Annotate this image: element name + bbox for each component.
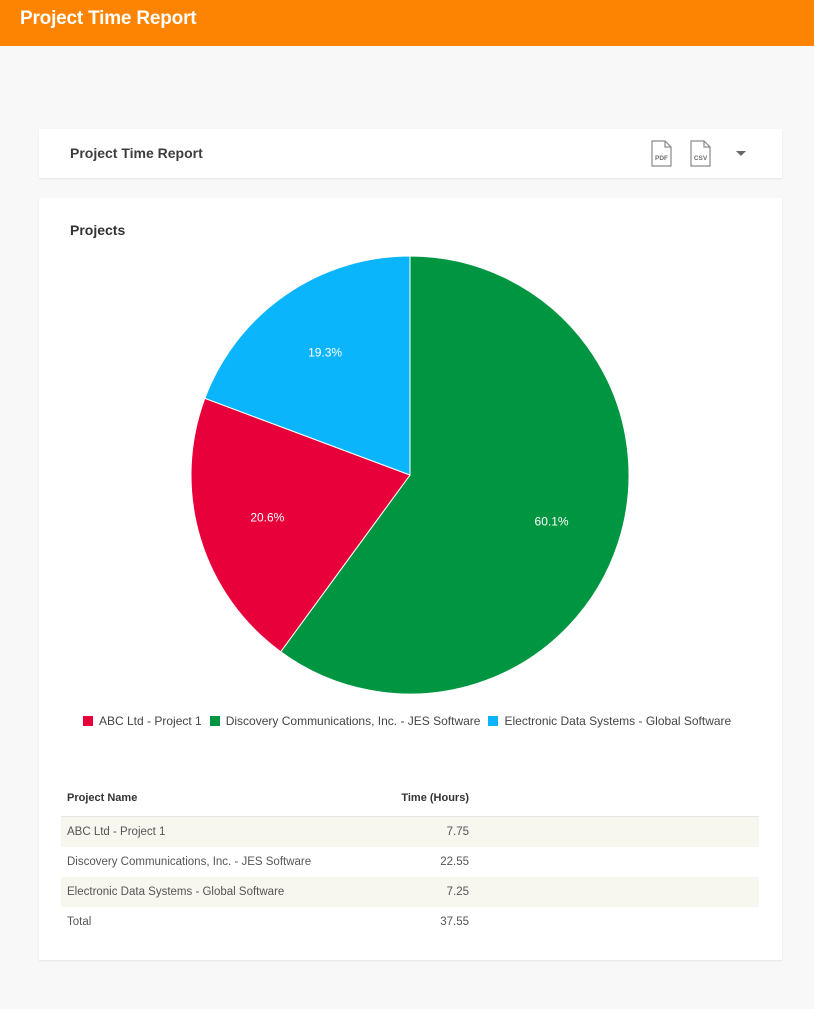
legend-item-abc[interactable]: ABC Ltd - Project 1 xyxy=(83,714,202,728)
projects-pie-chart: 60.1% 20.6% 19.3% xyxy=(190,255,630,695)
pie-slice[interactable] xyxy=(190,397,411,653)
projects-table: Project Name Time (Hours) ABC Ltd - Proj… xyxy=(61,780,759,937)
cell-time-hours: 7.75 xyxy=(383,816,475,847)
legend-item-eds[interactable]: Electronic Data Systems - Global Softwar… xyxy=(488,714,731,728)
table-row: ABC Ltd - Project 1 7.75 xyxy=(61,816,759,847)
csv-export-icon[interactable]: CSV xyxy=(689,140,711,167)
pie-slice-percent-label: 60.1% xyxy=(535,514,569,528)
cell-project-name: Discovery Communications, Inc. - JES Sof… xyxy=(67,856,312,868)
column-header-project-name[interactable]: Project Name xyxy=(61,780,383,817)
report-header-card: Project Time Report PDF CSV xyxy=(39,129,782,178)
pie-slice[interactable] xyxy=(204,255,411,476)
projects-section-title: Projects xyxy=(70,222,126,238)
cell-project-name: ABC Ltd - Project 1 xyxy=(61,816,383,847)
pie-slice[interactable] xyxy=(279,255,630,695)
chart-legend: ABC Ltd - Project 1 Discovery Communicat… xyxy=(83,713,739,729)
projects-card: Projects 60.1% 20.6% 19.3% ABC Ltd - Proje… xyxy=(39,198,782,960)
legend-item-discovery[interactable]: Discovery Communications, Inc. - JES Sof… xyxy=(209,714,481,728)
cell-spacer xyxy=(475,847,759,877)
cell-time-hours: 22.55 xyxy=(440,856,469,868)
cell-spacer xyxy=(475,907,759,937)
legend-label: Discovery Communications, Inc. - JES Sof… xyxy=(225,714,481,728)
column-header-time-hours[interactable]: Time (Hours) xyxy=(383,780,475,817)
cell-spacer xyxy=(475,816,759,847)
table-total-row: Total 37.55 xyxy=(61,907,759,937)
app-title: Project Time Report xyxy=(20,8,197,29)
pie-slice-percent-label: 19.3% xyxy=(308,346,342,360)
table-row: Discovery Communications, Inc. - JES Sof… xyxy=(61,847,759,877)
legend-label: ABC Ltd - Project 1 xyxy=(99,714,202,728)
legend-swatch xyxy=(488,716,499,726)
cell-time-hours: 7.25 xyxy=(383,877,475,907)
report-title: Project Time Report xyxy=(70,145,203,161)
column-header-spacer xyxy=(475,780,759,817)
cell-total-hours: 37.55 xyxy=(440,916,469,928)
chevron-down-icon[interactable] xyxy=(731,143,751,163)
pdf-icon-label: PDF xyxy=(655,155,668,162)
cell-total-label: Total xyxy=(67,916,92,928)
csv-icon-label: CSV xyxy=(694,155,708,162)
pie-slice-percent-label: 20.6% xyxy=(250,511,284,525)
table-header-row: Project Name Time (Hours) xyxy=(61,780,759,817)
app-header-bar: Project Time Report xyxy=(0,0,814,46)
legend-label: Electronic Data Systems - Global Softwar… xyxy=(504,714,732,728)
pdf-export-icon[interactable]: PDF xyxy=(650,140,672,167)
legend-swatch xyxy=(83,716,93,726)
cell-spacer xyxy=(475,877,759,907)
table-row: Electronic Data Systems - Global Softwar… xyxy=(61,877,759,907)
cell-project-name: Electronic Data Systems - Global Softwar… xyxy=(61,877,383,907)
legend-swatch xyxy=(209,716,220,726)
